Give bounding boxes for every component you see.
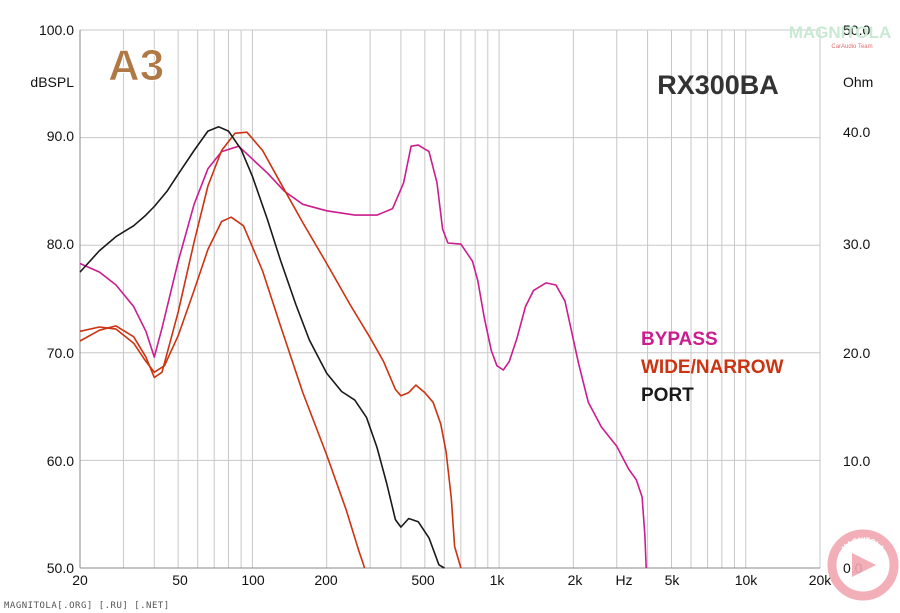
y-tick-left-60: 60.0 — [47, 453, 74, 469]
x-tick-10k: 10k — [735, 572, 759, 588]
series-line-wide — [79, 131, 462, 569]
magnitola-round-logo: MAGNITOLA — [827, 529, 899, 601]
y-axis-label: dBSPL — [30, 74, 74, 90]
x-tick-200: 200 — [314, 572, 338, 588]
y-tick-right-30: 30.0 — [843, 236, 870, 252]
chart-title: RX300BA — [657, 70, 779, 100]
x-tick-5k: 5k — [665, 572, 681, 588]
y-tick-left-50: 50.0 — [47, 560, 74, 576]
x-tick-500: 500 — [411, 572, 435, 588]
legend-bypass: BYPASS — [641, 329, 718, 350]
x-tick-2k: 2k — [568, 572, 584, 588]
y-tick-right-10: 10.0 — [843, 453, 870, 469]
x-tick-20: 20 — [72, 572, 88, 588]
a3-logo: A3 — [108, 41, 165, 91]
y-tick-left-80: 80.0 — [47, 236, 74, 252]
watermark-team-text: CarAudio Team — [831, 44, 872, 50]
y-tick-right-20: 20.0 — [843, 345, 870, 361]
y-tick-right-40: 40.0 — [843, 124, 870, 140]
x-tick-50: 50 — [172, 572, 188, 588]
legend: BYPASS WIDE/NARROW PORT — [641, 329, 784, 406]
x-axis-label: Hz — [615, 572, 632, 588]
y-tick-left-90: 90.0 — [47, 128, 74, 144]
y-axis-right-label: Ohm — [843, 74, 873, 90]
grid — [79, 29, 821, 569]
legend-port: PORT — [641, 385, 694, 406]
y-tick-left-100: 100.0 — [39, 22, 74, 38]
series-lines — [79, 126, 647, 569]
magnitola-watermark-top: MAGNITOLA CarAudio Team — [789, 23, 892, 50]
y-tick-left-70: 70.0 — [47, 345, 74, 361]
series-line-bypass — [79, 144, 647, 569]
x-tick-100: 100 — [241, 572, 265, 588]
footer-watermark: MAGNITOLA[.ORG] [.RU] [.NET] — [4, 601, 170, 611]
legend-wide-narrow: WIDE/NARROW — [641, 357, 784, 378]
x-tick-20k: 20k — [809, 572, 833, 588]
a3-logo-text: A3 — [108, 41, 164, 90]
y-tick-right-50: 50.0 — [843, 22, 870, 38]
series-line-port — [79, 126, 445, 569]
watermark-top-text: MAGNITOLA — [789, 23, 892, 42]
x-tick-1k: 1k — [490, 572, 506, 588]
series-line-narrow — [79, 216, 366, 569]
